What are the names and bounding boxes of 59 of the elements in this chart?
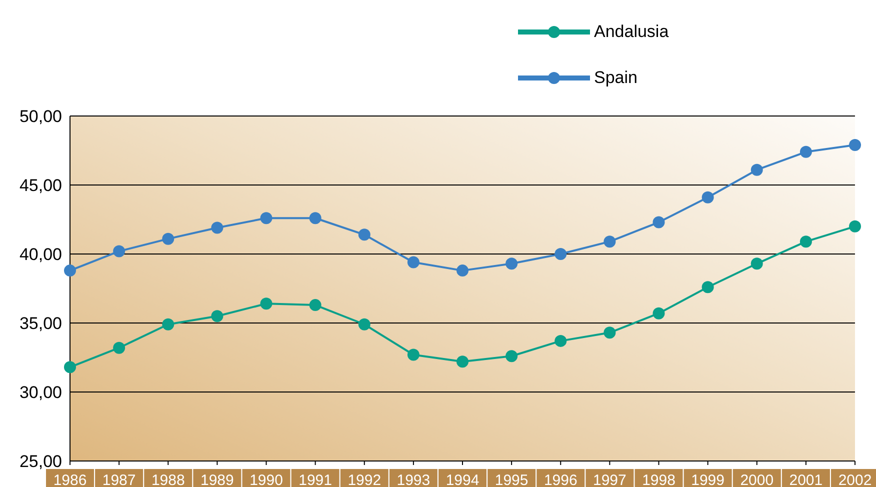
point <box>604 236 616 248</box>
point <box>652 216 665 228</box>
x-tick-label: 1986 <box>53 472 87 487</box>
point <box>702 191 714 204</box>
point <box>506 350 518 362</box>
y-tick-label: 50,00 <box>19 107 62 126</box>
point <box>800 236 812 248</box>
point <box>506 258 518 270</box>
point <box>407 348 420 361</box>
x-tick-label: 1998 <box>642 472 676 487</box>
point <box>162 232 174 245</box>
point <box>849 220 861 232</box>
point <box>750 258 763 270</box>
point <box>800 146 812 158</box>
x-tick-label: 1996 <box>544 472 578 487</box>
point <box>604 326 616 339</box>
x-tick-label: 1994 <box>446 472 480 487</box>
point <box>309 212 322 224</box>
point <box>702 281 714 294</box>
x-tick-label: 1989 <box>200 472 234 487</box>
point <box>750 164 763 176</box>
point <box>456 264 468 277</box>
point <box>260 298 272 310</box>
x-tick-label: 2001 <box>789 472 823 487</box>
point <box>64 264 76 277</box>
point <box>211 222 224 234</box>
point <box>260 212 272 224</box>
x-tick-label: 1991 <box>298 472 332 487</box>
x-tick-label: 1997 <box>593 472 626 487</box>
legend-label: Andalusia <box>594 22 669 42</box>
point <box>113 245 126 258</box>
x-tick-label: 1995 <box>494 472 528 487</box>
x-tick-label: 1990 <box>250 472 283 487</box>
point <box>554 248 567 260</box>
y-tick-label: 45,00 <box>19 176 62 196</box>
point <box>652 307 665 320</box>
x-tick-label: 1987 <box>102 472 136 487</box>
point <box>358 228 370 241</box>
y-tick-label: 35,00 <box>19 314 62 334</box>
legend-label: Spain <box>594 68 638 88</box>
point <box>358 318 370 330</box>
point <box>407 256 420 268</box>
point <box>113 342 126 354</box>
x-tick-label: 1999 <box>691 472 724 487</box>
x-tick-label: 2002 <box>838 472 872 487</box>
point <box>64 361 76 374</box>
point <box>554 334 567 347</box>
point <box>211 310 224 322</box>
x-tick-label: 1993 <box>396 472 430 487</box>
y-tick-label: 25,00 <box>19 452 62 472</box>
y-tick-label: 40,00 <box>19 245 62 264</box>
x-tick-label: 1988 <box>151 472 185 487</box>
x-tick-label: 2000 <box>740 472 774 487</box>
y-tick-label: 30,00 <box>19 383 62 402</box>
point <box>849 138 861 151</box>
point <box>162 318 174 330</box>
point <box>456 356 468 368</box>
point <box>309 299 322 312</box>
x-tick-label: 1992 <box>348 472 382 487</box>
